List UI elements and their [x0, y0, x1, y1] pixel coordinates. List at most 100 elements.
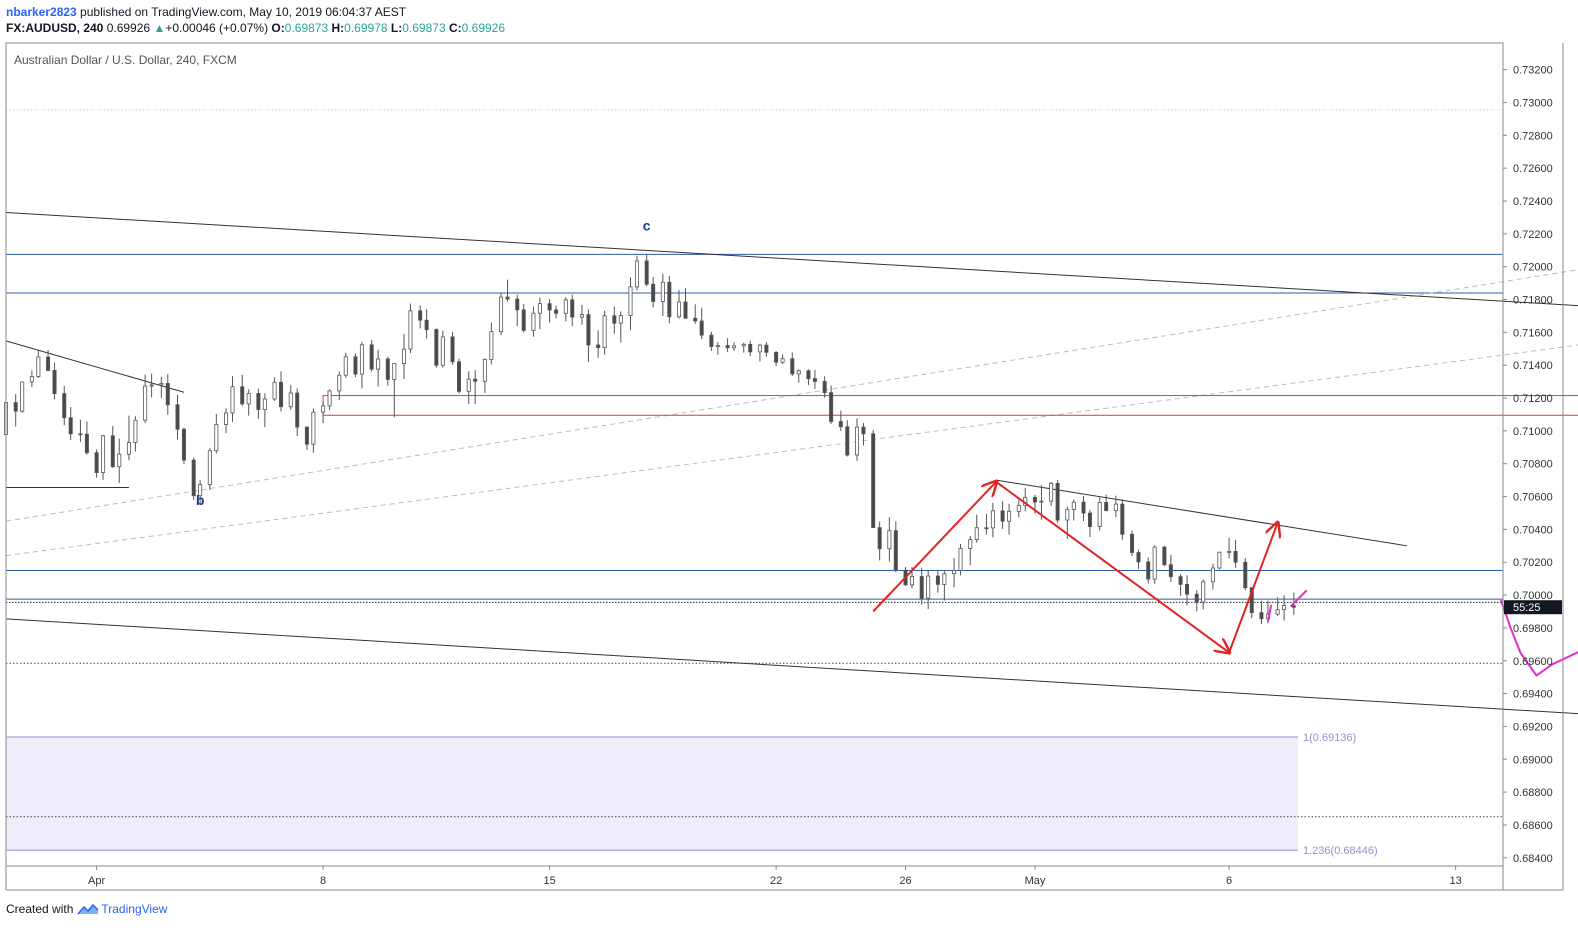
candle [337, 371, 342, 401]
candle-body [482, 359, 487, 382]
candle [288, 385, 293, 410]
candle-body [117, 453, 122, 468]
candle [1227, 537, 1232, 559]
candle [101, 434, 106, 480]
candle [224, 408, 229, 434]
up-arrow-icon: ▲ [153, 21, 166, 35]
candle [78, 419, 83, 442]
candle [780, 354, 785, 364]
y-tick-label: 0.72400 [1513, 196, 1553, 208]
author-link[interactable]: nbarker2823 [6, 5, 77, 19]
candle [748, 340, 753, 357]
candle [198, 480, 203, 505]
candle [450, 331, 455, 365]
y-tick-label: 0.72000 [1513, 262, 1553, 274]
candle [62, 386, 67, 426]
open-label: O: [271, 21, 285, 35]
candle-body [369, 344, 374, 370]
candle-body [359, 344, 364, 375]
candle-body [974, 527, 979, 540]
candle-body [62, 393, 67, 419]
candle [570, 294, 575, 327]
candle [359, 341, 364, 389]
wave-arrow [1228, 523, 1278, 653]
candle-body [489, 331, 494, 360]
trend-line [996, 479, 1408, 547]
candle [408, 303, 413, 354]
candle [796, 369, 801, 383]
candle [246, 389, 251, 416]
y-tick-label: 0.69000 [1513, 754, 1553, 766]
candle [725, 338, 730, 352]
candle-body [149, 384, 154, 387]
candle [547, 299, 552, 323]
candle-body [968, 539, 973, 549]
candle [117, 438, 122, 483]
candle-body [133, 419, 138, 443]
candle [207, 448, 212, 490]
candle [1049, 481, 1054, 506]
y-tick-label: 0.72200 [1513, 229, 1553, 241]
candle-body [143, 385, 148, 421]
candle-body [1113, 503, 1118, 511]
candle [893, 521, 898, 573]
candle [385, 356, 390, 386]
chart-header: nbarker2823 published on TradingView.com… [6, 4, 505, 36]
candle-body [1275, 609, 1280, 615]
candle-body [628, 286, 633, 317]
fib-level-label: 1(0.69136) [1303, 732, 1356, 744]
candle-body [434, 329, 439, 366]
candle-body [515, 298, 520, 311]
candle-body [440, 336, 445, 366]
candle-body [547, 303, 552, 311]
candle [262, 393, 267, 428]
tradingview-link[interactable]: TradingView [101, 902, 168, 916]
candle [919, 567, 924, 605]
candle-body [683, 301, 688, 319]
y-tick-label: 0.70600 [1513, 492, 1553, 504]
candle-body [1087, 512, 1092, 527]
candle [1178, 574, 1183, 596]
x-tick-label: 6 [1226, 875, 1232, 887]
candle [327, 389, 332, 411]
candle-body [1032, 496, 1037, 503]
candle [457, 358, 462, 394]
candle-body [1016, 505, 1021, 512]
candle [732, 342, 737, 351]
candle-body [796, 370, 801, 375]
candle-body [748, 343, 753, 353]
candle [715, 342, 720, 355]
candle [343, 352, 348, 378]
candle-body [68, 417, 73, 435]
candle [489, 322, 494, 365]
price-value: 0.69926 [106, 21, 151, 35]
candle-body [926, 575, 931, 599]
candle-body [1007, 510, 1012, 522]
candle [952, 557, 957, 588]
candle-body [861, 426, 866, 435]
candle [677, 290, 682, 319]
candle-body [732, 345, 737, 349]
candle-body [13, 402, 18, 412]
candle [829, 385, 834, 424]
candle-body [1104, 502, 1109, 511]
candle-body [1227, 550, 1232, 553]
candle-body [1136, 552, 1141, 563]
candle-body [1146, 561, 1151, 580]
y-tick-label: 0.70800 [1513, 459, 1553, 471]
y-tick-label: 0.72600 [1513, 163, 1553, 175]
candle [822, 376, 827, 398]
candle [473, 370, 478, 405]
candle [321, 401, 326, 423]
y-tick-label: 0.71800 [1513, 295, 1553, 307]
candle-body [699, 320, 704, 336]
candle-body [321, 405, 326, 413]
resistance-zone [322, 395, 1578, 416]
candle [764, 342, 769, 357]
candle-body [812, 378, 817, 382]
candle-body [1000, 510, 1005, 522]
tradingview-logo-icon [77, 903, 99, 915]
candle [1097, 497, 1102, 531]
candle-body [1152, 546, 1157, 580]
candle-body [1071, 501, 1076, 510]
